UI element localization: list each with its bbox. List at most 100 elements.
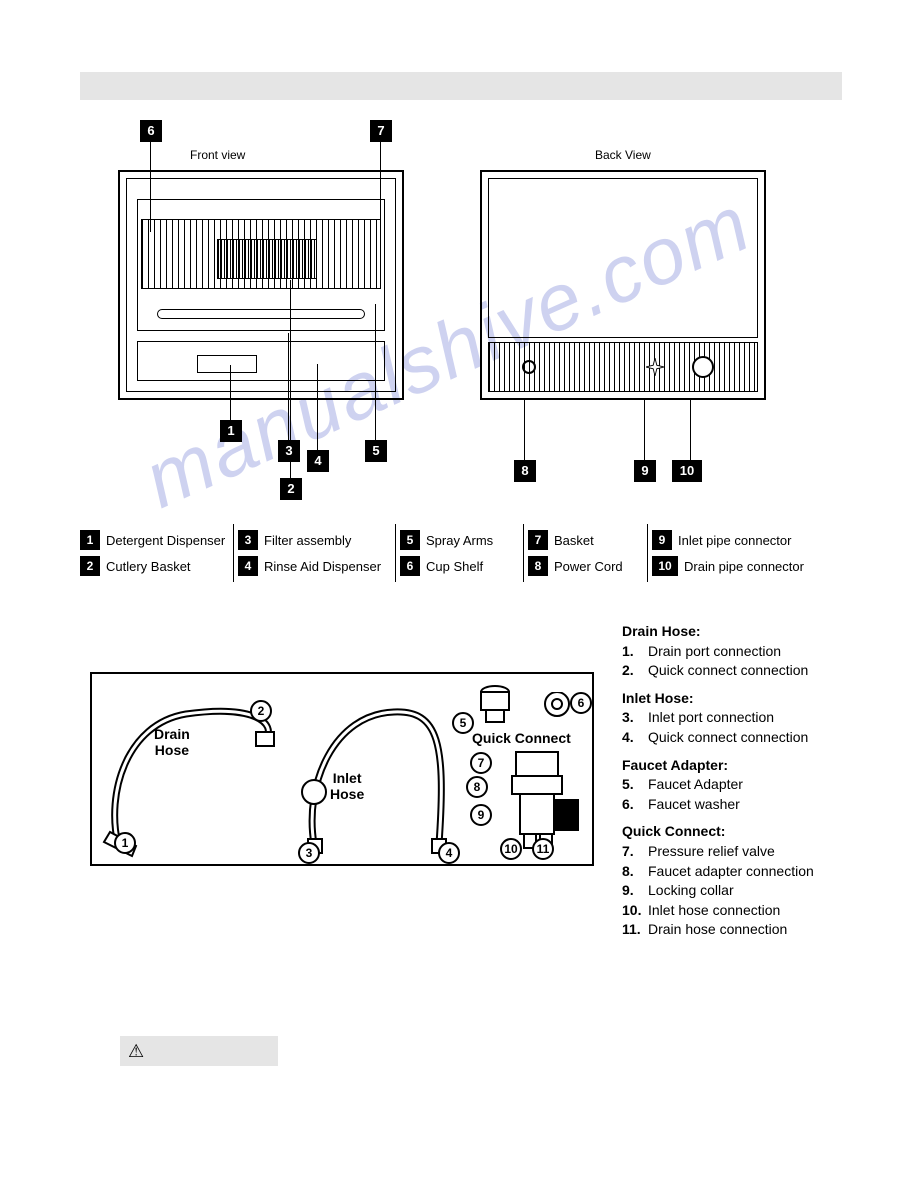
drain-num-1: 1. (622, 642, 648, 662)
back-panel (488, 178, 758, 338)
warning-icon: ⚠ (128, 1041, 144, 1062)
inlet-num-3: 3. (622, 708, 648, 728)
part-num-10: 10 (652, 556, 678, 576)
back-knob-icon (692, 356, 714, 378)
callout-2: 2 (280, 478, 302, 500)
drain-hose-title: Drain Hose: (622, 622, 882, 642)
qc-text-10: Inlet hose connection (648, 901, 780, 921)
faucet-washer-icon (540, 692, 574, 726)
qc-text-11: Drain hose connection (648, 920, 787, 940)
faucet-adapter-title: Faucet Adapter: (622, 756, 882, 776)
part-num-1: 1 (80, 530, 100, 550)
front-diagram (118, 170, 404, 400)
acc-num-10: 10 (500, 838, 522, 860)
acc-num-7: 7 (470, 752, 492, 774)
part-item-8: 8 Power Cord (528, 556, 641, 576)
part-num-3: 3 (238, 530, 258, 550)
part-num-5: 5 (400, 530, 420, 550)
callout-1: 1 (220, 420, 242, 442)
acc-num-11: 11 (532, 838, 554, 860)
inlet-row-3: 3.Inlet port connection (622, 708, 882, 728)
front-dispenser (197, 355, 257, 373)
leader-10 (690, 400, 691, 462)
callout-8: 8 (514, 460, 536, 482)
acc-num-9: 9 (470, 804, 492, 826)
callout-7: 7 (370, 120, 392, 142)
front-spray-arm (157, 309, 365, 319)
part-label-1: Detergent Dispenser (106, 533, 225, 548)
qc-row-10: 10.Inlet hose connection (622, 901, 882, 921)
qc-text-8: Faucet adapter connection (648, 862, 814, 882)
faucet-num-5: 5. (622, 775, 648, 795)
faucet-text-6: Faucet washer (648, 795, 740, 815)
drain-hose-label: Drain Hose (154, 726, 190, 758)
qc-num-11: 11. (622, 920, 648, 940)
part-item-1: 1 Detergent Dispenser (80, 530, 227, 550)
acc-num-3: 3 (298, 842, 320, 864)
acc-num-2: 2 (250, 700, 272, 722)
qc-num-7: 7. (622, 842, 648, 862)
qc-row-8: 8.Faucet adapter connection (622, 862, 882, 882)
part-label-5: Spray Arms (426, 533, 493, 548)
acc-num-5: 5 (452, 712, 474, 734)
part-num-9: 9 (652, 530, 672, 550)
acc-num-1: 1 (114, 832, 136, 854)
inlet-hose-label: Inlet Hose (330, 770, 364, 802)
leader-1 (230, 365, 231, 423)
acc-num-6: 6 (570, 692, 592, 714)
part-num-4: 4 (238, 556, 258, 576)
part-item-3: 3 Filter assembly (238, 530, 389, 550)
part-item-2: 2 Cutlery Basket (80, 556, 227, 576)
front-inner (126, 178, 396, 392)
part-label-4: Rinse Aid Dispenser (264, 559, 381, 574)
qc-num-8: 8. (622, 862, 648, 882)
callout-10: 10 (672, 460, 702, 482)
leader-9 (644, 400, 645, 462)
inlet-num-4: 4. (622, 728, 648, 748)
front-door (137, 341, 385, 381)
inlet-text-4: Quick connect connection (648, 728, 808, 748)
leader-4 (317, 364, 318, 452)
part-num-2: 2 (80, 556, 100, 576)
part-num-6: 6 (400, 556, 420, 576)
part-label-7: Basket (554, 533, 594, 548)
drain-text-2: Quick connect connection (648, 661, 808, 681)
part-item-4: 4 Rinse Aid Dispenser (238, 556, 389, 576)
part-num-7: 7 (528, 530, 548, 550)
qc-text-9: Locking collar (648, 881, 734, 901)
drain-row-1: 1.Drain port connection (622, 642, 882, 662)
qc-num-9: 9. (622, 881, 648, 901)
part-label-3: Filter assembly (264, 533, 351, 548)
part-num-8: 8 (528, 556, 548, 576)
qc-row-11: 11.Drain hose connection (622, 920, 882, 940)
quick-connect-label: Quick Connect (472, 730, 571, 746)
qc-row-9: 9.Locking collar (622, 881, 882, 901)
faucet-text-5: Faucet Adapter (648, 775, 743, 795)
quick-connect-title: Quick Connect: (622, 822, 882, 842)
part-label-6: Cup Shelf (426, 559, 483, 574)
callout-3: 3 (278, 440, 300, 462)
back-valve-icon (646, 358, 664, 376)
drain-num-2: 2. (622, 661, 648, 681)
qc-num-10: 10. (622, 901, 648, 921)
inlet-row-4: 4.Quick connect connection (622, 728, 882, 748)
inlet-hose-title: Inlet Hose: (622, 689, 882, 709)
faucet-row-5: 5.Faucet Adapter (622, 775, 882, 795)
part-label-10: Drain pipe connector (684, 559, 804, 574)
part-item-7: 7 Basket (528, 530, 641, 550)
faucet-row-6: 6.Faucet washer (622, 795, 882, 815)
faucet-adapter-icon (468, 680, 522, 734)
acc-num-8: 8 (466, 776, 488, 798)
part-item-5: 5 Spray Arms (400, 530, 517, 550)
part-label-8: Power Cord (554, 559, 623, 574)
inlet-hose-icon (284, 684, 464, 864)
back-diagram (480, 170, 766, 400)
drain-row-2: 2.Quick connect connection (622, 661, 882, 681)
back-view-label: Back View (595, 148, 651, 162)
inlet-text-3: Inlet port connection (648, 708, 774, 728)
front-basket (217, 239, 317, 279)
drain-text-1: Drain port connection (648, 642, 781, 662)
part-item-10: 10 Drain pipe connector (652, 556, 836, 576)
part-label-2: Cutlery Basket (106, 559, 191, 574)
callout-4: 4 (307, 450, 329, 472)
